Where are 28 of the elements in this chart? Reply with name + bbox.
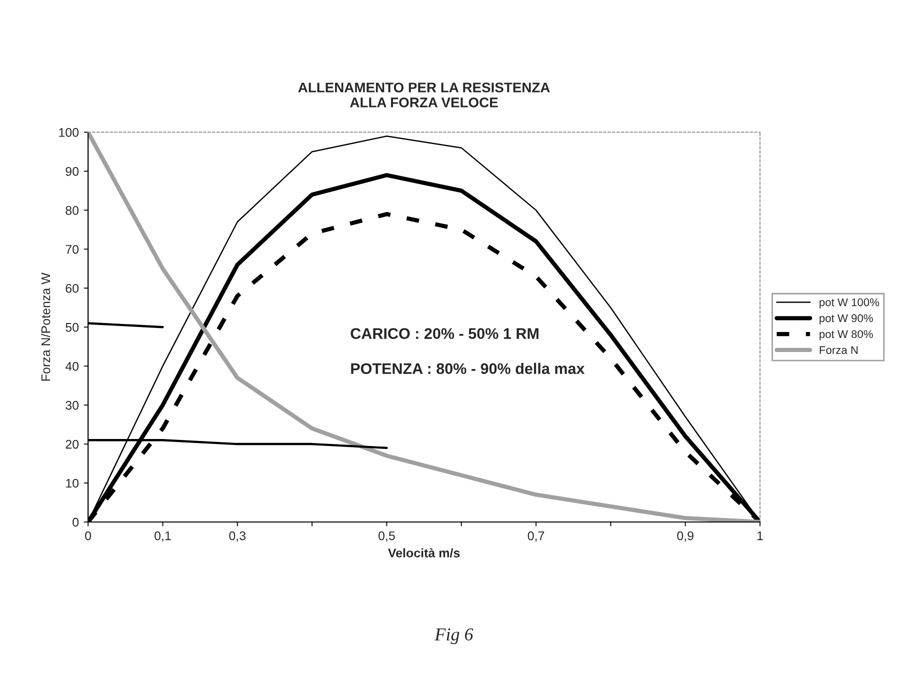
legend-label: pot W 90% xyxy=(820,314,873,324)
y-tick-label: 70 xyxy=(66,244,79,254)
x-tick-label: 0,3 xyxy=(229,531,246,542)
y-tick-label: 60 xyxy=(66,284,79,293)
x-tick-label: 0,7 xyxy=(528,531,544,542)
x-tick-label: 0,5 xyxy=(378,531,395,542)
x-tick-label: 0,1 xyxy=(154,531,171,542)
y-tick-label: 50 xyxy=(66,322,79,332)
x-tick-label: 1 xyxy=(757,531,763,540)
x-axis-title: Velocità m/s xyxy=(388,548,460,558)
y-tick-label: 100 xyxy=(59,128,79,137)
y-tick-label: 90 xyxy=(66,167,79,176)
y-axis-title: Forza N/Potenza W xyxy=(40,272,50,381)
caption: Fig 6 xyxy=(434,628,474,644)
legend-label: pot W 80% xyxy=(820,330,873,340)
legend-label: pot W 100% xyxy=(820,298,880,308)
y-tick-label: 20 xyxy=(66,440,79,449)
y-tick-label: 10 xyxy=(66,478,79,488)
legend-label: Forza N xyxy=(820,346,858,354)
x-tick-label: 0 xyxy=(85,531,92,540)
y-tick-label: 0 xyxy=(72,518,79,527)
chart-title: ALLENAMENTO PER LA RESISTENZA ALLA FORZA VELOCE xyxy=(298,82,550,108)
annotation: CARICO : 20% - 50% 1 RM xyxy=(350,328,538,339)
x-tick-label: 0,9 xyxy=(677,531,694,542)
y-tick-label: 40 xyxy=(65,362,79,371)
annotation: POTENZA : 80% - 90% della max xyxy=(351,362,585,374)
y-tick-label: 30 xyxy=(66,400,79,410)
y-tick-label: 80 xyxy=(66,206,79,215)
